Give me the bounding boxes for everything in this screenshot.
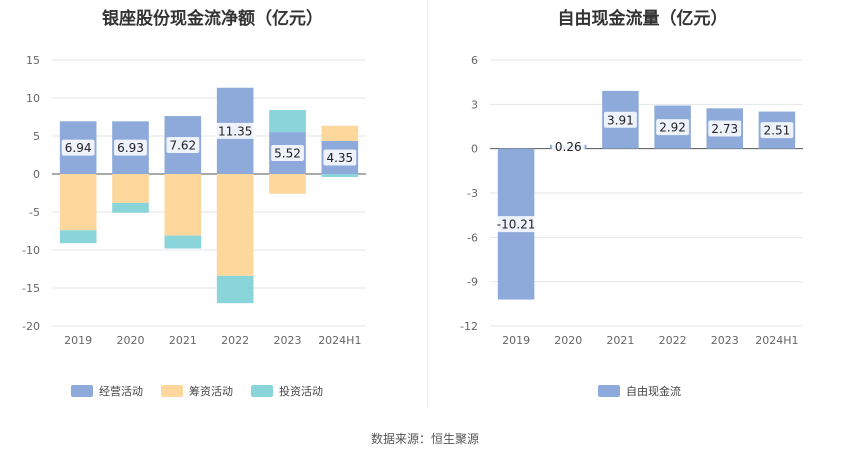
left-chart-bar bbox=[216, 174, 254, 276]
left-chart-y-tick-label: -10 bbox=[22, 244, 40, 257]
left-chart-legend-swatch bbox=[161, 385, 183, 397]
right-chart-data-label-bg bbox=[760, 122, 794, 139]
left-chart-y-tick-label: -5 bbox=[29, 206, 40, 219]
right-chart-y-tick-label: -12 bbox=[460, 320, 478, 333]
right-chart-title: 自由现金流量（亿元） bbox=[557, 9, 728, 29]
left-chart-bar bbox=[164, 235, 202, 249]
right-chart-y-tick-label: -9 bbox=[467, 276, 478, 289]
right-chart-x-tick-label: 2019 bbox=[502, 334, 530, 347]
right-chart-data-label: 2.51 bbox=[764, 124, 791, 138]
left-chart-bar bbox=[321, 174, 359, 178]
left-chart-x-tick-label: 2024H1 bbox=[318, 334, 361, 347]
left-chart-y-tick-label: 15 bbox=[26, 54, 40, 67]
left-chart-bar bbox=[269, 174, 306, 194]
left-chart-y-tick-label: -20 bbox=[22, 320, 40, 333]
right-chart-y-tick-label: 0 bbox=[471, 143, 478, 156]
left-chart-data-label-bg bbox=[166, 137, 200, 154]
right-chart-data-label: 3.91 bbox=[607, 113, 634, 127]
right-chart-data-label: -10.21 bbox=[497, 218, 536, 232]
right-chart-legend-label: 自由现金流 bbox=[626, 384, 681, 398]
left-chart-data-label-bg bbox=[271, 145, 304, 162]
left-chart-y-tick-label: 10 bbox=[26, 92, 40, 105]
right-chart-data-label-bg bbox=[708, 120, 742, 137]
left-chart-legend-label: 筹资活动 bbox=[189, 384, 233, 398]
left-chart-data-label-bg bbox=[61, 139, 95, 156]
left-chart-y-tick-label: 0 bbox=[33, 168, 40, 181]
chart-divider bbox=[427, 0, 428, 408]
left-chart-data-label: 6.93 bbox=[117, 141, 144, 155]
left-chart-bar bbox=[59, 174, 97, 231]
right-chart-data-label: 2.73 bbox=[711, 122, 738, 136]
left-chart-data-label: 5.52 bbox=[274, 147, 301, 161]
left-chart-data-label-bg bbox=[323, 149, 357, 166]
left-chart-data-label: 7.62 bbox=[169, 139, 196, 153]
left-chart-x-tick-label: 2022 bbox=[221, 334, 249, 347]
left-chart-x-tick-label: 2020 bbox=[117, 334, 145, 347]
right-chart-data-label-bg bbox=[604, 111, 637, 128]
left-chart-bar bbox=[216, 275, 254, 304]
data-source: 数据来源：恒生聚源 bbox=[370, 432, 479, 446]
left-chart-x-tick-label: 2023 bbox=[274, 334, 302, 347]
right-chart-y-tick-label: -6 bbox=[467, 231, 478, 244]
left-chart-y-tick-label: -15 bbox=[22, 282, 40, 295]
right-chart-x-tick-label: 2024H1 bbox=[755, 334, 798, 347]
left-chart-legend-label: 经营活动 bbox=[99, 384, 143, 398]
left-chart-bar bbox=[112, 202, 149, 213]
left-chart-data-label: 6.94 bbox=[65, 141, 92, 155]
right-chart-x-tick-label: 2021 bbox=[606, 334, 634, 347]
left-chart-legend-swatch bbox=[251, 385, 273, 397]
left-chart-bar bbox=[269, 110, 306, 133]
left-chart-title: 银座股份现金流净额（亿元） bbox=[102, 9, 323, 29]
right-chart-data-label: 0.26 bbox=[555, 140, 582, 154]
left-chart-data-label: 11.35 bbox=[218, 124, 252, 138]
right-chart-x-tick-label: 2020 bbox=[554, 334, 582, 347]
left-chart-data-label: 4.35 bbox=[326, 151, 353, 165]
left-chart-bar bbox=[112, 174, 149, 203]
right-chart-data-label: 2.92 bbox=[659, 121, 686, 135]
right-chart-y-tick-label: 6 bbox=[471, 54, 478, 67]
left-chart-x-tick-label: 2019 bbox=[64, 334, 92, 347]
left-chart-legend-label: 投资活动 bbox=[279, 384, 323, 398]
left-chart-bar bbox=[321, 125, 359, 141]
right-chart-y-tick-label: -3 bbox=[467, 187, 478, 200]
right-chart-data-label-bg bbox=[492, 216, 540, 233]
left-chart-legend-swatch bbox=[71, 385, 93, 397]
right-chart-legend-swatch bbox=[598, 385, 620, 397]
right-chart-x-tick-label: 2023 bbox=[711, 334, 739, 347]
left-chart-y-tick-label: 5 bbox=[33, 130, 40, 143]
left-chart-data-label-bg bbox=[215, 122, 256, 139]
right-chart-y-tick-label: 3 bbox=[471, 98, 478, 111]
right-chart-data-label-bg bbox=[551, 138, 585, 155]
left-chart-x-tick-label: 2021 bbox=[169, 334, 197, 347]
left-chart-bar bbox=[164, 174, 202, 236]
left-chart-bar bbox=[59, 230, 97, 244]
right-chart-data-label-bg bbox=[656, 119, 689, 136]
right-chart-x-tick-label: 2022 bbox=[659, 334, 687, 347]
left-chart-data-label-bg bbox=[114, 139, 147, 156]
